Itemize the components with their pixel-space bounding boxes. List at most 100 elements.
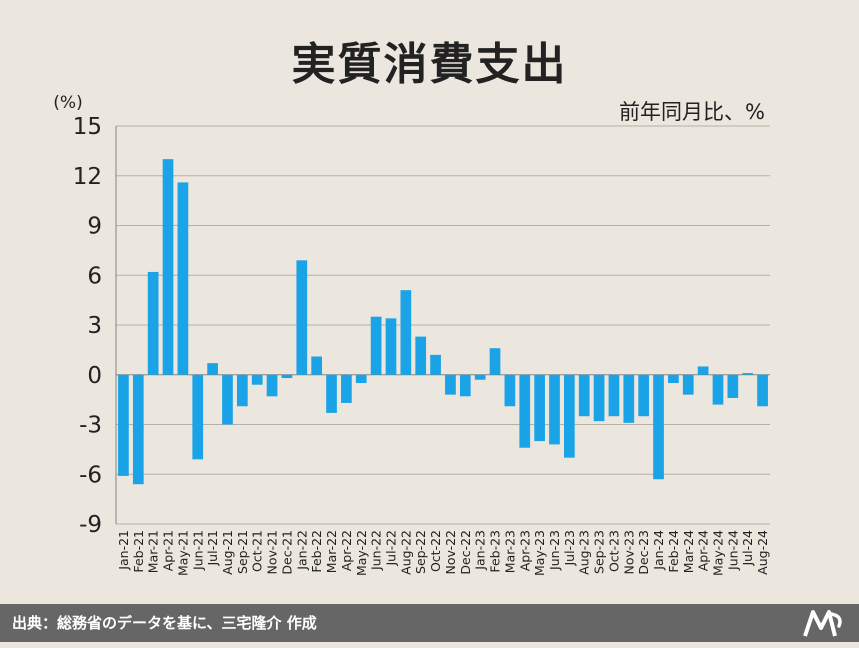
x-tick-label: Apr-23 — [517, 530, 532, 571]
x-tick-label: Apr-21 — [161, 530, 176, 571]
x-tick-label: Oct-23 — [606, 530, 621, 572]
bar — [489, 348, 501, 375]
x-tick-label: Dec-21 — [279, 530, 294, 575]
x-tick-label: Jul-21 — [205, 530, 220, 567]
source-credit: 出典：総務省のデータを基に、三宅隆介 作成 — [12, 614, 317, 632]
x-tick-label: May-22 — [354, 530, 369, 576]
x-tick-label: Jan-22 — [294, 530, 309, 571]
x-tick-label: Nov-23 — [621, 530, 636, 574]
bar — [326, 374, 337, 413]
bar — [668, 374, 679, 384]
x-tick-label: Jun-23 — [547, 530, 562, 571]
bar — [118, 374, 129, 476]
x-tick-label: Nov-21 — [265, 530, 280, 574]
x-tick-label: Feb-24 — [666, 530, 681, 573]
bar — [697, 366, 709, 375]
bar — [192, 374, 204, 460]
bar — [638, 374, 650, 417]
bar — [653, 374, 664, 480]
x-tick-label: Nov-22 — [443, 530, 458, 574]
x-tick-label: May-24 — [710, 530, 725, 576]
bar — [563, 374, 575, 458]
bar — [251, 374, 263, 385]
bar — [177, 182, 189, 375]
y-tick-label: 9 — [87, 214, 102, 240]
bar — [341, 374, 352, 403]
bar — [578, 374, 590, 417]
x-tick-label: Jun-24 — [725, 530, 740, 571]
bar — [757, 374, 768, 407]
chart-title: 実質消費支出 — [291, 39, 568, 90]
bar — [162, 159, 174, 375]
bar — [266, 374, 278, 397]
bar — [222, 374, 233, 425]
x-tick-label: Feb-21 — [131, 530, 146, 573]
y-tick-label: 15 — [73, 114, 102, 140]
bar — [147, 271, 159, 375]
bar — [296, 260, 308, 375]
x-tick-label: Jun-21 — [190, 530, 205, 571]
chart-subtitle: 前年同月比、% — [619, 100, 765, 124]
x-tick-label: Mar-24 — [681, 530, 696, 573]
x-tick-label: Jan-24 — [651, 530, 666, 571]
x-tick-label: Jul-24 — [740, 530, 755, 567]
x-tick-label: Mar-21 — [146, 530, 161, 573]
footer-bar: 出典：総務省のデータを基に、三宅隆介 作成 — [0, 604, 859, 642]
x-tick-label: Feb-22 — [309, 530, 324, 573]
x-tick-label: Mar-23 — [502, 530, 517, 573]
x-tick-label: Sep-22 — [413, 530, 428, 574]
bar — [430, 354, 441, 375]
bar — [534, 374, 545, 442]
x-tick-label: Apr-24 — [696, 530, 711, 571]
bar — [445, 374, 456, 395]
y-tick-label: -6 — [79, 462, 102, 488]
x-tick-label: May-21 — [175, 530, 190, 576]
bar — [236, 374, 248, 407]
bar — [727, 374, 739, 398]
x-tick-label: Apr-22 — [339, 530, 354, 571]
y-axis-label: (%) — [53, 93, 82, 113]
bar — [519, 374, 531, 448]
bar — [400, 290, 412, 375]
bar — [608, 374, 620, 417]
x-tick-label: Sep-21 — [235, 530, 250, 574]
y-tick-label: -9 — [79, 512, 102, 538]
bar — [370, 316, 382, 375]
bar — [712, 374, 724, 405]
logo-icon — [803, 610, 842, 637]
y-tick-label: 12 — [73, 164, 102, 190]
x-tick-label: May-23 — [532, 530, 547, 576]
bar — [623, 374, 635, 423]
bar — [593, 374, 605, 422]
x-tick-label: Aug-23 — [577, 530, 592, 575]
x-tick-label: Sep-23 — [592, 530, 607, 574]
x-tick-label: Jan-21 — [116, 530, 131, 571]
bar — [682, 374, 694, 395]
bar — [385, 318, 397, 375]
bar — [207, 363, 218, 375]
x-tick-label: Feb-23 — [488, 530, 503, 573]
y-tick-label: -3 — [79, 413, 102, 439]
y-tick-label: 6 — [87, 263, 102, 289]
bar — [415, 336, 427, 375]
y-tick-label: 3 — [87, 313, 102, 339]
bar — [742, 373, 754, 375]
x-tick-label: Jul-22 — [383, 530, 398, 567]
y-tick-label: 0 — [87, 363, 102, 389]
bar — [132, 374, 144, 485]
x-tick-label: Aug-21 — [220, 530, 235, 575]
x-tick-label: Jul-23 — [562, 530, 577, 567]
x-tick-label: Dec-22 — [458, 530, 473, 575]
bar — [474, 374, 486, 380]
x-tick-label: Aug-22 — [398, 530, 413, 575]
bar — [355, 374, 367, 384]
x-tick-label: Aug-24 — [755, 530, 770, 575]
x-tick-label: Jan-23 — [473, 530, 488, 571]
bar — [311, 356, 323, 375]
bar — [281, 374, 293, 379]
x-tick-label: Jun-22 — [369, 530, 384, 571]
bar — [459, 374, 471, 397]
x-tick-label: Dec-23 — [636, 530, 651, 575]
